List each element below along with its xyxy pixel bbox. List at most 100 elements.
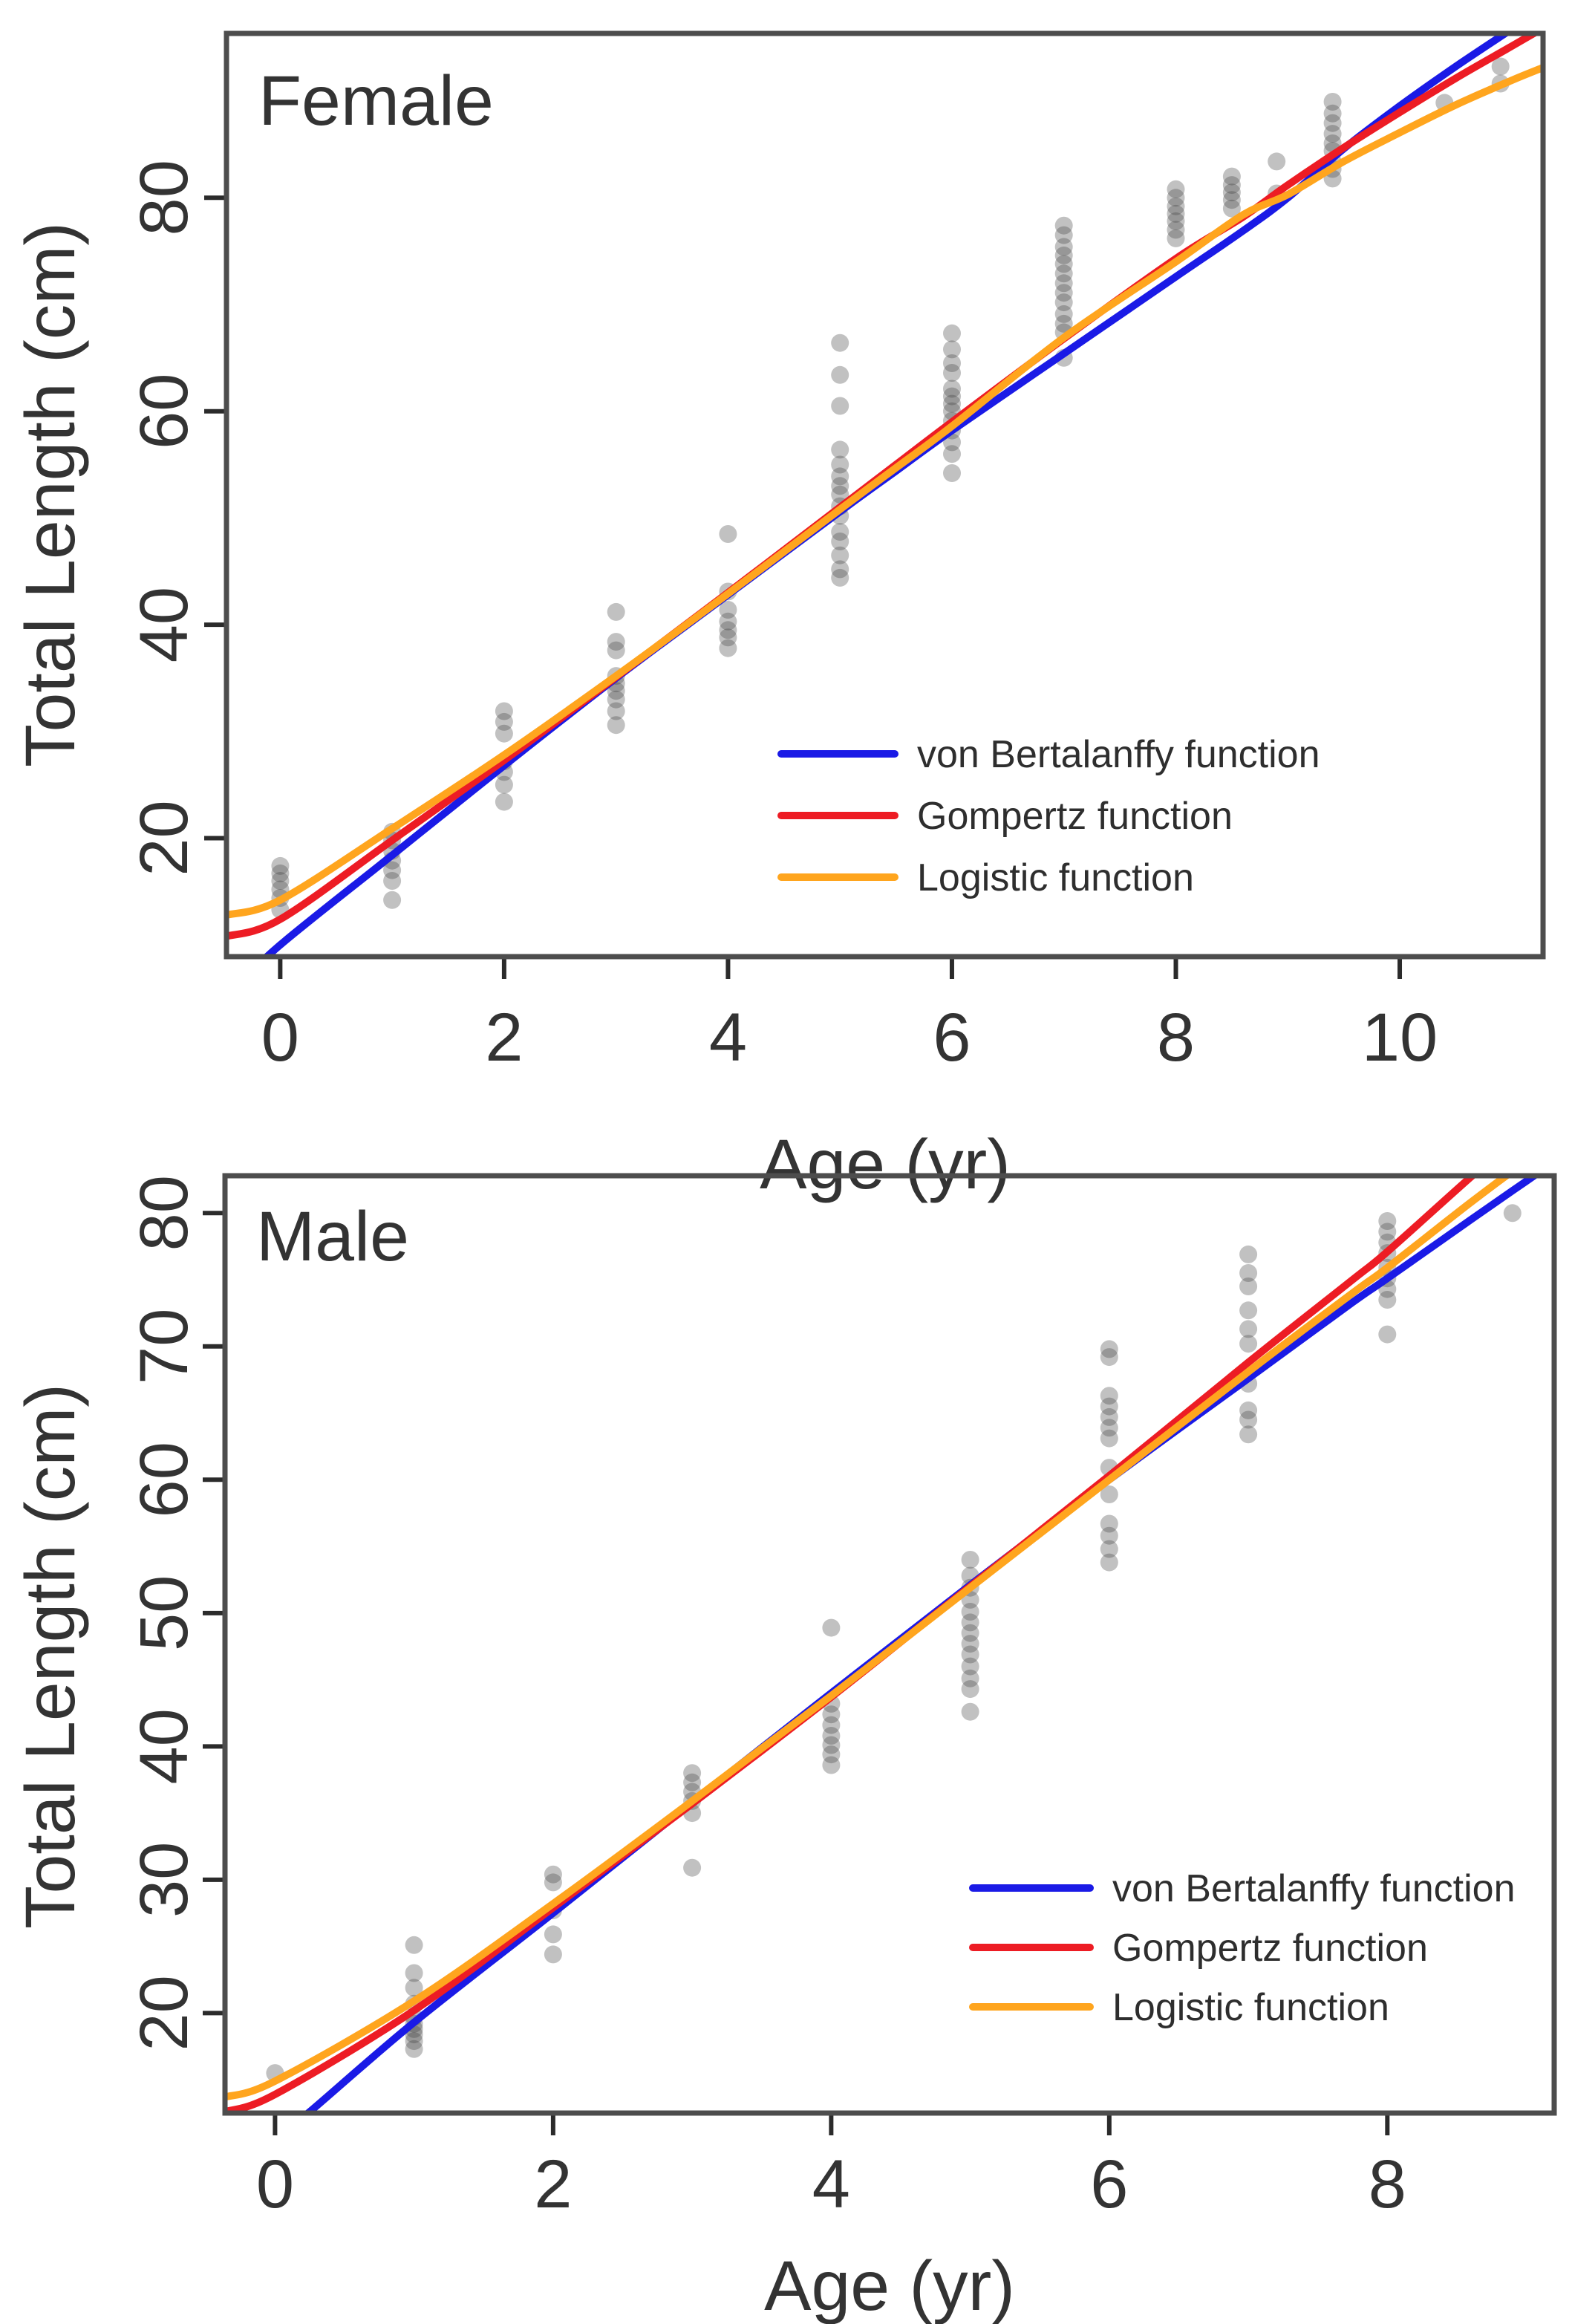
y-tick-label: 40 [126, 587, 202, 663]
data-point [831, 455, 849, 474]
male-x-axis-title: Age (yr) [764, 2247, 1015, 2324]
x-tick-label: 4 [709, 1000, 747, 1075]
data-point [831, 560, 849, 579]
data-point [831, 533, 849, 550]
data-point [1100, 1419, 1118, 1437]
legend-label: Logistic function [917, 856, 1194, 899]
data-point [1100, 1540, 1118, 1558]
data-point [271, 864, 290, 882]
data-point [831, 477, 849, 495]
data-point [943, 354, 961, 372]
data-point [1239, 1335, 1258, 1353]
data-point [1167, 197, 1185, 215]
data-point [943, 340, 961, 359]
data-point [1054, 216, 1073, 235]
data-point [383, 891, 402, 909]
data-point [405, 2032, 423, 2051]
data-point [1222, 176, 1241, 195]
data-point [405, 1964, 423, 1982]
data-point [1054, 246, 1073, 264]
male-panel-title: Male [256, 1197, 409, 1276]
data-point [1503, 1204, 1522, 1223]
data-point [607, 641, 625, 660]
data-point [1054, 284, 1073, 302]
data-point [831, 485, 849, 504]
x-tick-label: 2 [485, 1000, 523, 1075]
data-point [822, 1736, 841, 1754]
data-point [719, 525, 737, 543]
y-tick-label: 30 [126, 1842, 202, 1918]
data-point [1054, 305, 1073, 323]
data-point [943, 445, 961, 463]
female-panel: 0 2 4 6 8 10 20 40 60 80 Female Age (yr) Total Lengt… [11, 30, 1546, 1204]
male-panel: 0 2 4 6 8 20 30 40 50 60 70 80 Male Age (yr) Total Len… [11, 1173, 1557, 2324]
data-point [607, 602, 625, 621]
data-point [1100, 1553, 1118, 1572]
data-point [831, 365, 849, 384]
x-tick-label: 0 [256, 2146, 294, 2222]
male-y-axis-title: Total Length (cm) [11, 1384, 90, 1929]
data-point [1167, 229, 1185, 247]
data-point [1239, 1264, 1258, 1282]
data-point [961, 1635, 979, 1653]
data-point [1100, 1407, 1118, 1426]
data-point [831, 467, 849, 486]
data-point [1222, 199, 1241, 218]
female-plot-box [224, 30, 1546, 960]
data-point [607, 690, 625, 709]
data-point [271, 856, 290, 875]
data-point [1167, 212, 1185, 230]
data-point [683, 1773, 702, 1791]
data-point [822, 1618, 841, 1637]
data-point [405, 1979, 423, 1997]
y-tick-label: 20 [126, 1975, 202, 2051]
data-point [1100, 1387, 1118, 1405]
male-legend: von Bertalanffy function Gompertz functio… [969, 1867, 1516, 2029]
male-axis-ticks [203, 1211, 1390, 2135]
x-tick-label: 6 [933, 1000, 971, 1075]
data-point [1167, 189, 1185, 207]
data-point [1323, 114, 1342, 132]
data-point [1100, 1514, 1118, 1533]
data-point [719, 601, 737, 619]
data-point [544, 1925, 562, 1944]
y-tick-label: 50 [126, 1575, 202, 1651]
data-point [683, 1764, 702, 1783]
data-point [271, 872, 290, 890]
data-point [961, 1669, 979, 1687]
data-point [822, 1745, 841, 1764]
data-point [831, 523, 849, 541]
x-tick-label: 0 [261, 1000, 299, 1075]
data-point [1378, 1291, 1397, 1309]
data-point [1054, 314, 1073, 333]
data-point [1222, 191, 1241, 209]
data-point [1239, 1301, 1258, 1320]
data-point [961, 1680, 979, 1699]
legend-label: Gompertz function [1112, 1927, 1428, 1970]
data-point [831, 440, 849, 459]
data-point [822, 1727, 841, 1745]
data-point [943, 394, 961, 413]
female-axis-ticks [204, 195, 1403, 979]
data-point [961, 1603, 979, 1621]
data-point [1054, 274, 1073, 293]
data-point [607, 716, 625, 735]
data-point [1054, 226, 1073, 244]
legend-label: Gompertz function [917, 795, 1233, 838]
data-point [1100, 1340, 1118, 1358]
data-point [405, 1936, 423, 1954]
data-point [822, 1756, 841, 1774]
data-point [1268, 152, 1286, 171]
data-point [1239, 1425, 1258, 1444]
data-point [1222, 183, 1241, 202]
data-point [961, 1702, 979, 1721]
data-point [1167, 221, 1185, 239]
x-tick-label: 8 [1369, 2146, 1406, 2222]
data-point [607, 682, 625, 700]
data-point [961, 1624, 979, 1642]
data-point [943, 324, 961, 342]
data-point [1100, 1526, 1118, 1545]
male-fitted-curves [225, 1176, 1541, 2113]
